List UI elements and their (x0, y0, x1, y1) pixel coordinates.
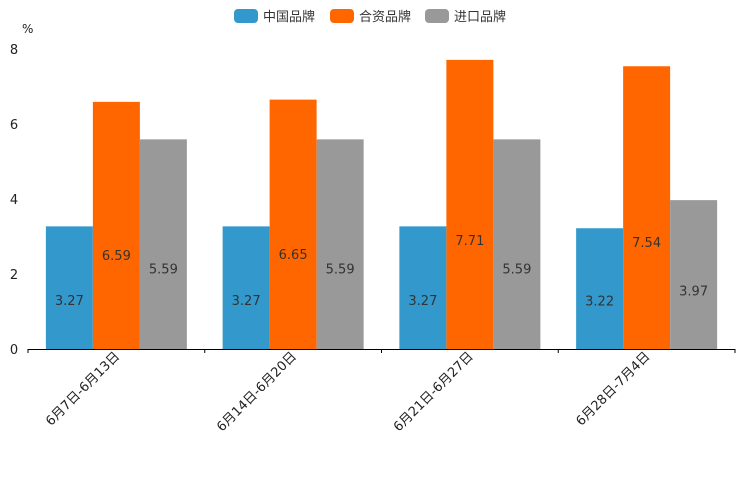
x-tick-label: 6月28日-7月4日 (574, 349, 654, 429)
bar-1-2[interactable] (222, 226, 270, 349)
data-label-1-2: 3.27 (232, 294, 261, 309)
y-tick-label: 6 (10, 118, 18, 133)
legend-swatch-1[interactable] (234, 9, 258, 23)
data-label-2-1: 6.59 (102, 249, 131, 264)
data-label-1-3: 3.27 (408, 294, 437, 309)
y-tick-label: 2 (10, 268, 18, 283)
legend-label-3[interactable]: 进口品牌 (454, 9, 506, 25)
legend-swatch-3[interactable] (425, 9, 449, 23)
x-axis: 6月7日-6月13日 6月14日-6月20日 6月21日-6月27日 6月28日-7月… (27, 349, 736, 435)
data-label-3-1: 5.59 (149, 263, 178, 278)
x-tick-label: 6月21日-6月27日 (391, 349, 477, 435)
data-label-2-3: 7.71 (455, 234, 484, 249)
y-tick-label: 8 (10, 43, 18, 58)
bars: 3.27 6.59 5.59 3.27 6.65 5.59 3.27 7.71 5.59 3.22… (45, 59, 718, 349)
bar-3-4[interactable] (670, 200, 718, 349)
bar-1-4[interactable] (576, 228, 624, 349)
y-tick-label: 0 (10, 343, 18, 358)
data-label-2-4: 7.54 (632, 236, 661, 251)
x-tick-label: 6月14日-6月20日 (214, 349, 300, 435)
bar-1-3[interactable] (399, 226, 447, 349)
data-label-1-1: 3.27 (55, 294, 84, 309)
data-label-3-2: 5.59 (326, 263, 355, 278)
data-label-1-4: 3.22 (585, 295, 614, 310)
bar-2-4[interactable] (623, 66, 671, 349)
y-tick-label: 4 (10, 193, 18, 208)
legend-label-2[interactable]: 合资品牌 (359, 9, 411, 25)
bar-2-2[interactable] (269, 99, 317, 349)
bar-3-3[interactable] (493, 139, 541, 349)
data-label-3-4: 3.97 (679, 284, 708, 299)
bar-2-1[interactable] (92, 101, 140, 349)
y-axis: 0 2 4 6 8 (10, 43, 18, 358)
legend-label-1[interactable]: 中国品牌 (263, 9, 315, 25)
bar-3-1[interactable] (139, 139, 187, 349)
bar-1-1[interactable] (45, 226, 93, 349)
bar-3-2[interactable] (316, 139, 364, 349)
legend-swatch-2[interactable] (330, 9, 354, 23)
data-label-3-3: 5.59 (502, 263, 531, 278)
legend: 中国品牌 合资品牌 进口品牌 (234, 9, 506, 25)
data-label-2-2: 6.65 (279, 248, 308, 263)
x-tick-label: 6月7日-6月13日 (43, 349, 123, 429)
bar-2-3[interactable] (446, 59, 494, 349)
y-axis-unit-label: % (22, 22, 33, 36)
